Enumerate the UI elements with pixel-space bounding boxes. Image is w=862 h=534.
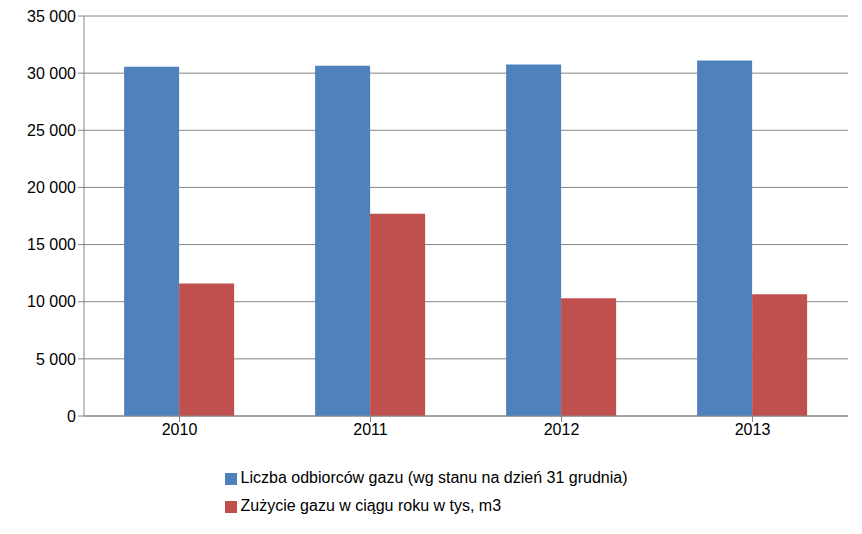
svg-text:35 000: 35 000	[27, 8, 76, 25]
svg-text:15 000: 15 000	[27, 236, 76, 253]
svg-text:20 000: 20 000	[27, 179, 76, 196]
svg-text:10 000: 10 000	[27, 293, 76, 310]
svg-text:2012: 2012	[544, 421, 580, 438]
svg-text:25 000: 25 000	[27, 122, 76, 139]
svg-text:2010: 2010	[162, 421, 198, 438]
svg-text:5 000: 5 000	[36, 351, 76, 368]
html-text:Liczba odbiorców gazu (wg stan: Liczba odbiorców gazu (wg stanu na dzień…	[240, 469, 628, 486]
svg-text:30 000: 30 000	[27, 65, 76, 82]
svg-text:2011: 2011	[353, 421, 388, 438]
svg-text:2013: 2013	[735, 421, 771, 438]
html-text:Zużycie gazu w ciągu roku w ty: Zużycie gazu w ciągu roku w tys, m3	[240, 497, 502, 514]
svg-text:0: 0	[67, 408, 76, 425]
